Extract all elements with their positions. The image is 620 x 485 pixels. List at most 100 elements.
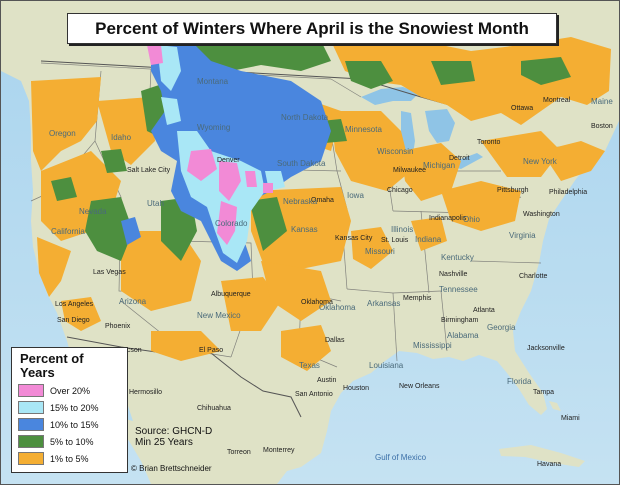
credit: © Brian Brettschneider xyxy=(131,464,212,473)
city-label: Boston xyxy=(591,123,613,130)
city-label: Omaha xyxy=(311,197,334,204)
city-label: San Antonio xyxy=(295,391,333,398)
city-label: Birmingham xyxy=(441,317,479,324)
state-label: Ohio xyxy=(463,215,480,224)
city-label: Hermosillo xyxy=(129,389,163,396)
source-line: Source: GHCN-D xyxy=(135,426,213,437)
city-label: Detroit xyxy=(449,155,470,162)
legend: Percent of Years Over 20% 15% to 20% 10%… xyxy=(11,347,128,473)
state-label: California xyxy=(51,227,85,236)
state-label: Nevada xyxy=(79,207,107,216)
state-label: Maine xyxy=(591,97,613,106)
legend-label: 5% to 10% xyxy=(50,436,94,447)
lake-huron xyxy=(425,109,455,143)
city-label: Kansas City xyxy=(335,235,373,242)
state-label: Arkansas xyxy=(367,299,401,308)
state-label: Florida xyxy=(507,377,532,386)
state-label: Utah xyxy=(147,199,164,208)
state-label: Michigan xyxy=(423,161,456,170)
state-label: Kentucky xyxy=(441,253,474,262)
city-label: Indianapolis xyxy=(429,215,467,222)
cuba xyxy=(499,445,585,467)
state-label: Nebraska xyxy=(283,197,318,206)
city-label: Milwaukee xyxy=(393,167,427,174)
legend-swatch xyxy=(18,384,44,397)
state-label: Arizona xyxy=(119,297,147,306)
state-label: Montana xyxy=(197,77,229,86)
map-title: Percent of Winters Where April is the Sn… xyxy=(95,18,529,38)
legend-item: 1% to 5% xyxy=(18,452,89,465)
city-label: New Orleans xyxy=(399,383,440,390)
state-label: Minnesota xyxy=(345,125,382,134)
city-label: Ottawa xyxy=(511,105,534,112)
city-label: Phoenix xyxy=(105,323,131,330)
city-label: Albuquerque xyxy=(211,291,251,298)
legend-label: 1% to 5% xyxy=(50,453,89,464)
legend-title: Percent of Years xyxy=(20,351,84,380)
legend-item: 10% to 15% xyxy=(18,418,99,431)
state-label: North Dakota xyxy=(281,113,329,122)
state-label: South Dakota xyxy=(277,159,326,168)
zone-10-to-15-percent xyxy=(121,41,331,271)
state-label: Tennessee xyxy=(439,285,478,294)
state-label: New Mexico xyxy=(197,311,241,320)
legend-item: Over 20% xyxy=(18,384,90,397)
city-label: Torreon xyxy=(227,449,251,456)
legend-swatch xyxy=(18,418,44,431)
mexico-border xyxy=(66,336,302,418)
state-label: Alabama xyxy=(447,331,479,340)
city-label: Memphis xyxy=(403,295,432,302)
state-label: Colorado xyxy=(215,219,248,228)
city-label: Austin xyxy=(317,377,337,384)
state-label: Idaho xyxy=(111,133,132,142)
source-note: Source: GHCN-D Min 25 Years xyxy=(135,426,212,448)
legend-swatch xyxy=(18,401,44,414)
city-label: Dallas xyxy=(325,337,345,344)
city-label: Los Angeles xyxy=(55,301,94,308)
state-label: Wyoming xyxy=(197,123,231,132)
city-label: Oklahoma xyxy=(301,299,333,306)
state-label: New York xyxy=(523,157,557,166)
title-box: Percent of Winters Where April is the Sn… xyxy=(67,13,557,44)
state-label: Missouri xyxy=(365,247,395,256)
state-label: Kansas xyxy=(291,225,318,234)
state-label: Iowa xyxy=(347,191,364,200)
city-label: Denver xyxy=(217,157,240,164)
city-label: Tucson xyxy=(119,347,142,354)
city-label: Montreal xyxy=(543,97,571,104)
city-label: El Paso xyxy=(199,347,224,354)
city-label: Las Vegas xyxy=(93,269,126,276)
state-label: Mississippi xyxy=(413,341,452,350)
minimum-years-line: Min 25 Years xyxy=(135,437,193,448)
state-label: Oregon xyxy=(49,129,76,138)
city-label: Chicago xyxy=(387,187,413,194)
city-label: Miami xyxy=(561,415,580,422)
legend-swatch xyxy=(18,452,44,465)
legend-swatch xyxy=(18,435,44,448)
city-label: San Diego xyxy=(57,317,90,324)
state-label: Illinois xyxy=(391,225,414,234)
state-label: Louisiana xyxy=(369,361,404,370)
legend-label: Over 20% xyxy=(50,385,91,396)
legend-label: 10% to 15% xyxy=(50,419,99,430)
state-label: Georgia xyxy=(487,323,516,332)
city-label: Havana xyxy=(537,461,562,468)
city-label: Pittsburgh xyxy=(497,187,529,194)
city-label: St. Louis xyxy=(381,237,409,244)
city-label: Philadelphia xyxy=(549,189,588,196)
city-label: Atlanta xyxy=(473,307,495,314)
city-label: Houston xyxy=(343,385,370,392)
legend-label: 15% to 20% xyxy=(50,402,99,413)
city-label: Tampa xyxy=(533,389,555,396)
city-label: Toronto xyxy=(477,139,501,146)
water-body-label: Gulf of Mexico xyxy=(375,453,427,462)
city-label: Chihuahua xyxy=(197,405,231,412)
state-label: Wisconsin xyxy=(377,147,414,156)
legend-item: 15% to 20% xyxy=(18,401,99,414)
zone-over-20-percent xyxy=(147,45,273,245)
legend-item: 5% to 10% xyxy=(18,435,94,448)
city-label: Washington xyxy=(523,211,560,218)
city-label: Salt Lake City xyxy=(127,167,171,174)
